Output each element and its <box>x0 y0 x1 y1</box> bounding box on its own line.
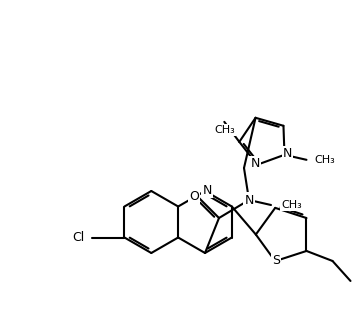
Text: Cl: Cl <box>72 231 84 244</box>
Text: N: N <box>283 147 292 160</box>
Text: N: N <box>244 194 254 206</box>
Text: O: O <box>189 190 199 203</box>
Text: N: N <box>251 157 260 170</box>
Text: S: S <box>272 254 280 267</box>
Text: CH₃: CH₃ <box>281 200 302 210</box>
Text: CH₃: CH₃ <box>315 155 335 165</box>
Text: CH₃: CH₃ <box>214 125 235 135</box>
Text: N: N <box>202 184 212 196</box>
